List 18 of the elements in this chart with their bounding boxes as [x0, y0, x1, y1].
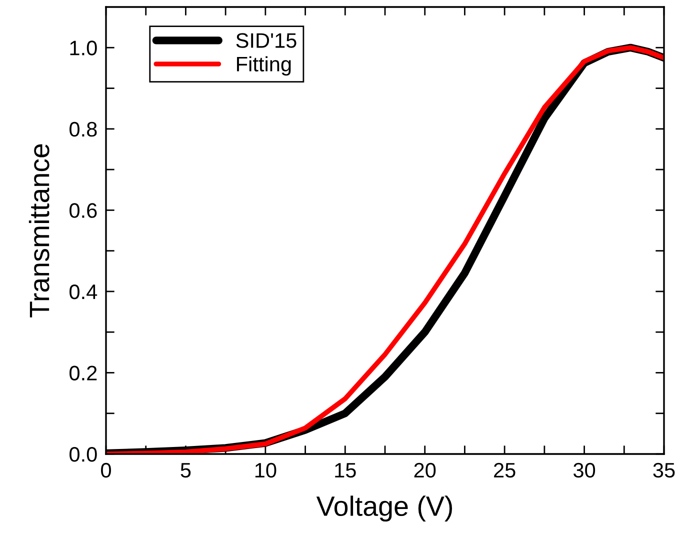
legend-label: SID'15 [236, 33, 296, 48]
x-tick-label: 10 [255, 462, 276, 478]
x-tick-label: 20 [414, 462, 436, 478]
x-tick-label: 5 [180, 463, 191, 478]
x-tick-label: 0 [101, 462, 111, 478]
y-tick-label: 1.0 [70, 40, 97, 56]
x-tick-label: 30 [573, 462, 596, 478]
y-axis-title: Transmittance [28, 144, 50, 318]
x-axis-title: Voltage (V) [316, 496, 452, 522]
x-tick-label: 15 [335, 463, 356, 478]
y-tick-label: 0.6 [70, 203, 97, 218]
legend-label: Fitting [237, 56, 291, 76]
y-tick-label: 0.8 [70, 122, 97, 137]
x-tick-label: 35 [653, 462, 675, 478]
x-tick-label: 25 [494, 462, 516, 478]
y-tick-label: 0.2 [70, 366, 97, 380]
y-tick-label: 0.4 [70, 284, 98, 300]
y-tick-label: 0.0 [70, 447, 97, 462]
